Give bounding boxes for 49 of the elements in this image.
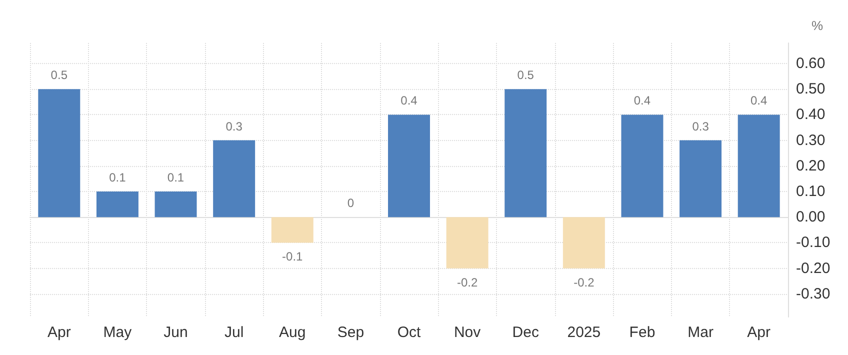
- bar: [738, 114, 780, 218]
- data-label: -0.2: [574, 275, 595, 290]
- data-label: -0.2: [456, 275, 478, 290]
- y-tick-label: 0.10: [796, 183, 826, 200]
- data-label: 0.4: [750, 94, 768, 108]
- x-tick-label: Nov: [454, 324, 482, 341]
- y-tick-label: 0.50: [796, 80, 826, 98]
- y-tick-label: 0.00: [796, 208, 826, 226]
- x-tick-label: Jun: [164, 324, 188, 341]
- y-tick-label: 0.40: [796, 106, 826, 124]
- bar: [388, 114, 430, 218]
- y-tick-label: -0.30: [796, 285, 830, 302]
- data-label: 0.5: [50, 68, 68, 82]
- bar: [446, 217, 488, 268]
- data-label: -0.1: [282, 250, 304, 264]
- data-label: 0.4: [634, 94, 651, 108]
- bar: [680, 140, 722, 218]
- y-tick-label: 0.60: [796, 54, 826, 72]
- bar: [154, 192, 197, 218]
- y-tick-label: 0.20: [796, 157, 826, 174]
- data-label: 0.3: [226, 119, 243, 134]
- x-tick-label: Jul: [224, 324, 244, 341]
- x-tick-label: 2025: [567, 324, 601, 341]
- bar: [271, 217, 314, 243]
- x-tick-label: Apr: [47, 324, 71, 341]
- bar: [562, 217, 605, 268]
- x-tick-label: Oct: [397, 324, 422, 341]
- data-label: 0: [347, 196, 354, 210]
- y-tick-label: -0.20: [796, 260, 830, 277]
- y-axis-title: %: [811, 18, 824, 33]
- bar: [213, 140, 256, 218]
- x-tick-label: Aug: [279, 324, 306, 341]
- bar: [96, 192, 138, 218]
- data-label: 0.5: [517, 68, 534, 82]
- x-tick-label: May: [103, 324, 132, 341]
- data-label: 0.3: [692, 119, 710, 134]
- bar: [504, 89, 547, 218]
- data-label: 0.4: [400, 94, 418, 108]
- x-tick-label: Mar: [688, 324, 714, 341]
- x-tick-label: Sep: [337, 324, 364, 341]
- bar: [621, 114, 664, 218]
- x-tick-label: Dec: [512, 324, 540, 341]
- x-tick-label: Feb: [629, 324, 656, 341]
- x-tick-label: Apr: [747, 324, 771, 341]
- bar: [38, 89, 80, 218]
- data-label: 0.1: [167, 170, 184, 185]
- data-label: 0.1: [109, 170, 126, 185]
- y-tick-label: -0.10: [796, 234, 830, 252]
- y-tick-label: 0.30: [796, 132, 826, 149]
